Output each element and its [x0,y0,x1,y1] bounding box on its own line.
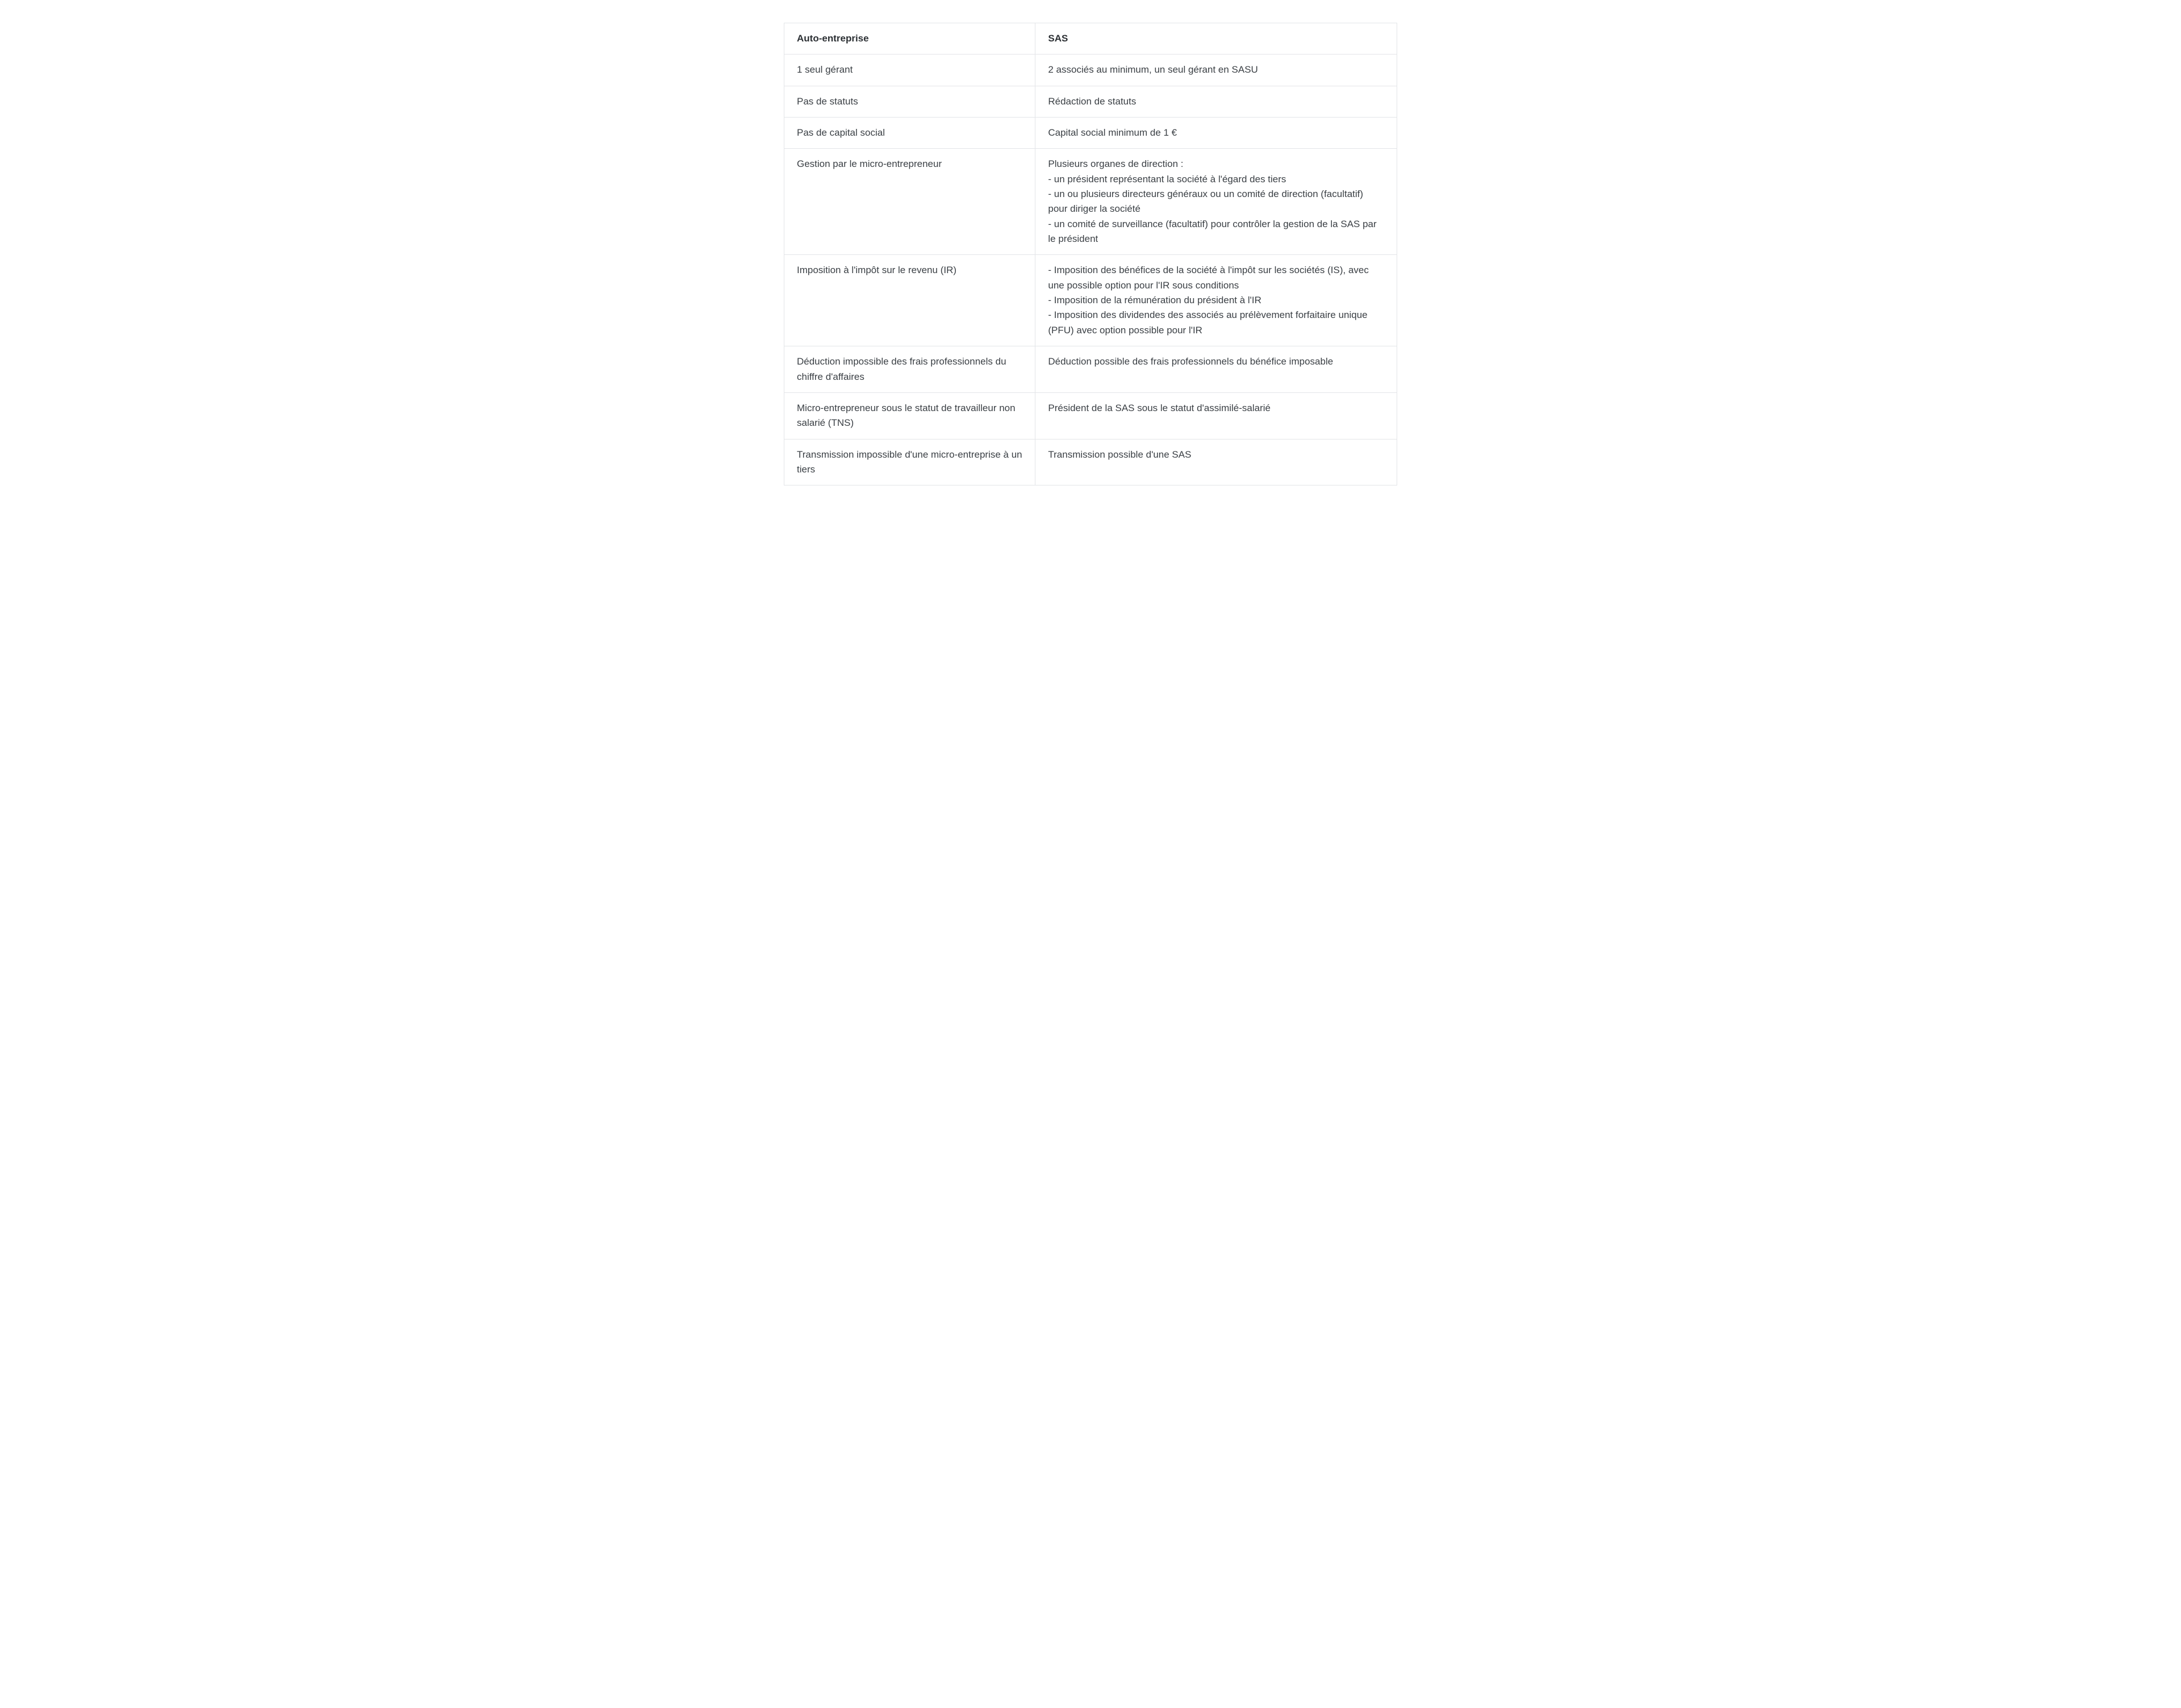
col-header-auto-entreprise: Auto-entreprise [784,23,1035,55]
cell-sas: Déduction possible des frais professionn… [1035,346,1397,393]
table-row: Pas de capital social Capital social min… [784,118,1397,149]
cell-sas: Capital social minimum de 1 € [1035,118,1397,149]
cell-auto-entreprise: Pas de capital social [784,118,1035,149]
cell-auto-entreprise: Déduction impossible des frais professio… [784,346,1035,393]
cell-sas: Rédaction de statuts [1035,86,1397,117]
comparison-table: Auto-entreprise SAS 1 seul gérant 2 asso… [784,23,1397,485]
cell-auto-entreprise: Transmission impossible d'une micro-entr… [784,439,1035,485]
table-header-row: Auto-entreprise SAS [784,23,1397,55]
table-row: Imposition à l'impôt sur le revenu (IR) … [784,255,1397,346]
cell-auto-entreprise: Micro-entrepreneur sous le statut de tra… [784,392,1035,439]
cell-sas: Président de la SAS sous le statut d'ass… [1035,392,1397,439]
table-row: Pas de statuts Rédaction de statuts [784,86,1397,117]
cell-sas: 2 associés au minimum, un seul gérant en… [1035,55,1397,86]
table-body: 1 seul gérant 2 associés au minimum, un … [784,55,1397,485]
cell-auto-entreprise: Pas de statuts [784,86,1035,117]
table-row: 1 seul gérant 2 associés au minimum, un … [784,55,1397,86]
cell-auto-entreprise: Gestion par le micro-entrepreneur [784,149,1035,255]
table-row: Déduction impossible des frais professio… [784,346,1397,393]
cell-sas: Transmission possible d'une SAS [1035,439,1397,485]
cell-auto-entreprise: Imposition à l'impôt sur le revenu (IR) [784,255,1035,346]
cell-auto-entreprise: 1 seul gérant [784,55,1035,86]
table-row: Micro-entrepreneur sous le statut de tra… [784,392,1397,439]
cell-sas: Plusieurs organes de direction :- un pré… [1035,149,1397,255]
col-header-sas: SAS [1035,23,1397,55]
table-head: Auto-entreprise SAS [784,23,1397,55]
cell-sas: - Imposition des bénéfices de la société… [1035,255,1397,346]
page: Auto-entreprise SAS 1 seul gérant 2 asso… [744,0,1437,554]
table-row: Gestion par le micro-entrepreneur Plusie… [784,149,1397,255]
table-row: Transmission impossible d'une micro-entr… [784,439,1397,485]
